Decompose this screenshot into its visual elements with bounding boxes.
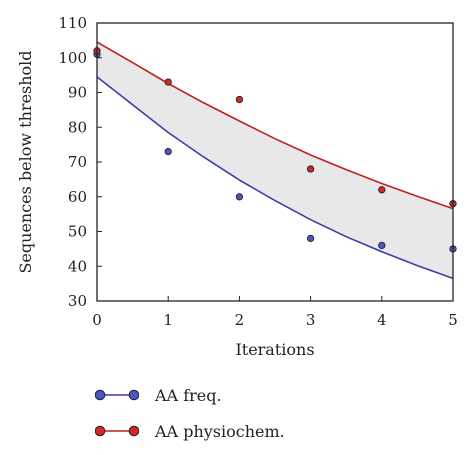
- y-axis-title: Sequences below threshold: [16, 50, 35, 273]
- x-tick-label: 4: [377, 311, 387, 329]
- data-point-aa-physiochem: [235, 95, 244, 104]
- y-tick-label: 40: [68, 257, 87, 275]
- y-tick-label: 100: [58, 49, 87, 67]
- data-point-aa-freq: [235, 193, 244, 201]
- legend-item-aa-freq: AA freq.: [95, 382, 285, 408]
- data-point-aa-physiochem: [378, 186, 386, 194]
- data-point-aa-freq: [306, 234, 315, 243]
- x-tick-label: 3: [306, 311, 316, 329]
- fit-line-aa-physiochem: [96, 41, 454, 210]
- data-point-aa-freq: [378, 241, 386, 250]
- x-tick-label: 1: [163, 311, 173, 329]
- legend-swatch-aa-freq: [95, 389, 139, 401]
- y-tick-label: 30: [68, 292, 87, 310]
- y-tick-label: 70: [68, 153, 87, 171]
- x-tick-label: 2: [235, 311, 245, 329]
- legend: AA freq. AA physiochem.: [95, 382, 285, 454]
- data-point-aa-physiochem: [164, 78, 172, 86]
- x-axis-title: Iterations: [235, 340, 314, 359]
- y-tick-label: 80: [68, 118, 87, 136]
- y-tick-label: 60: [68, 188, 87, 206]
- y-tick-label: 50: [68, 223, 87, 241]
- legend-swatch-aa-physiochem: [95, 425, 139, 437]
- fit-line-aa-freq: [96, 76, 454, 280]
- x-tick-label: 5: [448, 311, 458, 329]
- data-point-aa-physiochem: [306, 165, 315, 173]
- legend-item-aa-physiochem: AA physiochem.: [95, 418, 285, 444]
- legend-label-aa-freq: AA freq.: [155, 385, 222, 405]
- data-point-aa-freq: [164, 147, 172, 156]
- x-tick-label: 0: [92, 311, 102, 329]
- y-tick-label: 90: [68, 84, 87, 102]
- chart: 0 1 2 3 4 5 30 40 50 60 70 80 90 100 110 Iterations Se…: [16, 14, 458, 359]
- y-tick-label: 110: [58, 14, 87, 32]
- legend-label-aa-physiochem: AA physiochem.: [155, 421, 285, 441]
- shaded-band: [97, 42, 453, 279]
